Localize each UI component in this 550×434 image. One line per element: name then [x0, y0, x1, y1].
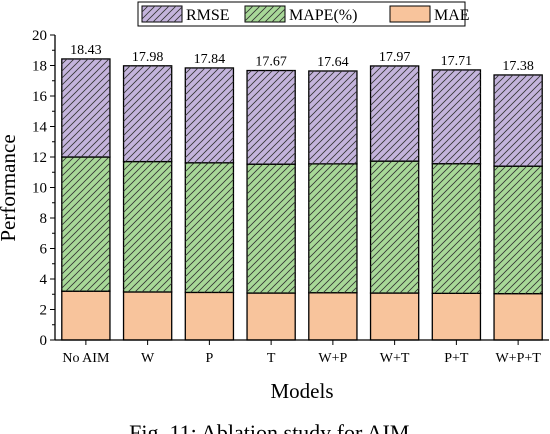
data-label-total-0: 18.43: [70, 43, 102, 58]
data-label-total-2: 17.84: [194, 52, 226, 67]
bar-hatch-rmse-3: [247, 70, 296, 165]
bar-hatch-mape-6: [432, 163, 481, 294]
x-tick-label-1: W: [141, 351, 155, 366]
bar-mae-2: [184, 291, 235, 341]
legend-label-mape: MAPE(%): [289, 7, 357, 24]
legend-swatch-hatch-rmse: [142, 6, 182, 22]
legend-label-mae: MAE: [434, 7, 470, 24]
bar-hatch-rmse-1: [123, 65, 172, 162]
x-tick-label-3: T: [267, 351, 276, 366]
y-tick-label-6: 12: [32, 150, 47, 166]
data-label-total-4: 17.64: [317, 55, 349, 70]
bar-mae-1: [122, 291, 173, 341]
bar-hatch-mape-1: [123, 161, 172, 292]
bar-hatch-mape-0: [61, 157, 110, 292]
bar-hatch-rmse-7: [494, 74, 543, 167]
bar-hatch-rmse-2: [185, 67, 234, 163]
bar-hatch-rmse-5: [370, 65, 419, 162]
axes-group: No AIM W P T W+P W+T P+T W+P+T 0 2 4 6 8 10 12 14 16 18 20: [32, 28, 549, 366]
x-tick-label-4: W+P: [318, 351, 347, 366]
data-labels-group: 18.43 17.98 17.84 17.67 17.64 17.97 17.71 17.38: [70, 43, 534, 74]
y-tick-label-0: 0: [40, 333, 48, 349]
y-tick-label-1: 2: [40, 303, 48, 319]
bar-mae-5: [369, 292, 420, 341]
y-tick-label-3: 6: [40, 242, 48, 258]
y-axis-title: Performance: [0, 134, 20, 241]
x-tick-label-7: W+P+T: [495, 351, 541, 366]
bar-hatch-mape-5: [370, 161, 419, 294]
bar-mae-7: [493, 292, 543, 341]
figure-caption: Fig. 11: Ablation study for AIM.: [129, 420, 415, 434]
y-tick-label-2: 4: [40, 272, 48, 288]
x-axis-title: Models: [271, 379, 334, 403]
y-tick-label-4: 8: [40, 211, 48, 227]
y-tick-label-5: 10: [32, 181, 47, 197]
bar-hatch-mape-2: [185, 162, 234, 293]
legend-swatch-mae: [389, 5, 431, 23]
data-label-total-5: 17.97: [379, 50, 411, 65]
bar-hatch-rmse-4: [308, 70, 357, 164]
data-label-total-1: 17.98: [132, 50, 164, 65]
x-tick-label-6: P+T: [444, 351, 469, 366]
bar-hatch-mape-3: [247, 164, 296, 294]
bar-hatch-rmse-6: [432, 69, 481, 164]
y-tick-label-9: 18: [32, 59, 47, 75]
y-tick-label-8: 16: [32, 89, 48, 105]
bar-mae-3: [246, 292, 296, 341]
data-label-total-7: 17.38: [502, 59, 534, 74]
bar-hatch-rmse-0: [61, 58, 110, 157]
y-tick-label-7: 14: [32, 120, 48, 136]
legend-swatch-hatch-mape: [245, 6, 285, 22]
bar-hatch-mape-7: [494, 166, 543, 294]
bar-hatch-mape-4: [308, 163, 357, 293]
x-tick-label-5: W+T: [380, 351, 410, 366]
legend-label-rmse: RMSE: [186, 7, 230, 24]
legend: RMSE MAPE(%) MAE: [137, 1, 470, 27]
bar-mae-0: [61, 290, 111, 341]
y-tick-label-10: 20: [32, 28, 47, 44]
bar-mae-6: [431, 292, 482, 341]
data-label-total-3: 17.67: [255, 55, 287, 70]
bars-group: [61, 58, 543, 341]
data-label-total-6: 17.71: [441, 54, 473, 69]
x-tick-label-2: P: [205, 351, 213, 366]
x-tick-label-0: No AIM: [62, 351, 110, 366]
bar-mae-4: [308, 292, 358, 341]
